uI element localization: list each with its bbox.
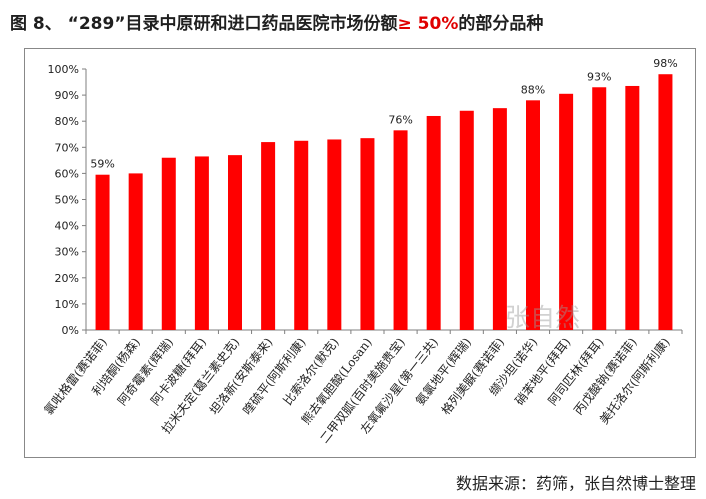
y-tick-label: 70% xyxy=(55,141,79,154)
y-tick-label: 10% xyxy=(55,298,79,311)
bar xyxy=(426,115,441,330)
data-label: 59% xyxy=(90,158,114,171)
data-labels: 59% 76% 88% 93% 98% xyxy=(90,57,677,170)
x-tick-labels: 氯吡格雷(赛诺菲)利培酮(杨森)阿奇霉素(辉瑞)阿卡波糖(拜耳)拉米夫定(葛兰素… xyxy=(41,335,673,446)
bar xyxy=(327,139,342,330)
chart-title: 图 8、 “289”目录中原研和进口药品医院市场份额≥ 50%的部分品种 xyxy=(10,9,700,35)
bar xyxy=(592,87,607,331)
source-note: 数据来源：药筛，张自然博士整理 xyxy=(455,474,696,493)
y-tick-label: 80% xyxy=(55,115,79,128)
bar xyxy=(261,142,276,330)
title-prefix: 图 8、 “289”目录中原研和进口药品医院市场份额 xyxy=(10,14,398,34)
title-suffix: 的部分品种 xyxy=(458,14,544,34)
bar xyxy=(294,140,309,330)
y-tick-label: 60% xyxy=(55,167,79,180)
title-highlight: ≥ 50% xyxy=(397,14,459,34)
y-tick-label: 0% xyxy=(62,324,79,337)
bar xyxy=(95,174,110,330)
bars-group xyxy=(95,74,673,331)
y-tick-label: 20% xyxy=(55,272,79,285)
y-tick-label: 100% xyxy=(48,63,79,76)
data-label: 98% xyxy=(653,57,677,70)
chart-frame xyxy=(24,48,696,458)
bar xyxy=(459,110,474,330)
data-label: 76% xyxy=(388,113,412,126)
data-label: 88% xyxy=(521,83,545,96)
watermark: 张自然 xyxy=(505,303,580,332)
y-tick-label: 90% xyxy=(55,89,79,102)
bar xyxy=(194,156,209,330)
bar xyxy=(228,155,242,330)
bar xyxy=(161,157,176,330)
y-tick-label: 30% xyxy=(55,246,79,259)
bar xyxy=(559,93,574,330)
bar xyxy=(625,85,640,330)
bar xyxy=(526,100,540,330)
bar xyxy=(658,74,673,330)
y-tick-label: 40% xyxy=(55,220,79,233)
bar xyxy=(360,138,375,330)
y-axis: 0% 10% 20% 30% 40% 50% 60% 70% 80% 90% 100% xyxy=(48,63,87,337)
bar xyxy=(393,130,408,330)
bar xyxy=(128,173,143,330)
bar xyxy=(492,108,507,331)
data-label: 93% xyxy=(587,70,611,83)
x-axis xyxy=(85,329,683,334)
y-tick-label: 50% xyxy=(55,194,79,207)
